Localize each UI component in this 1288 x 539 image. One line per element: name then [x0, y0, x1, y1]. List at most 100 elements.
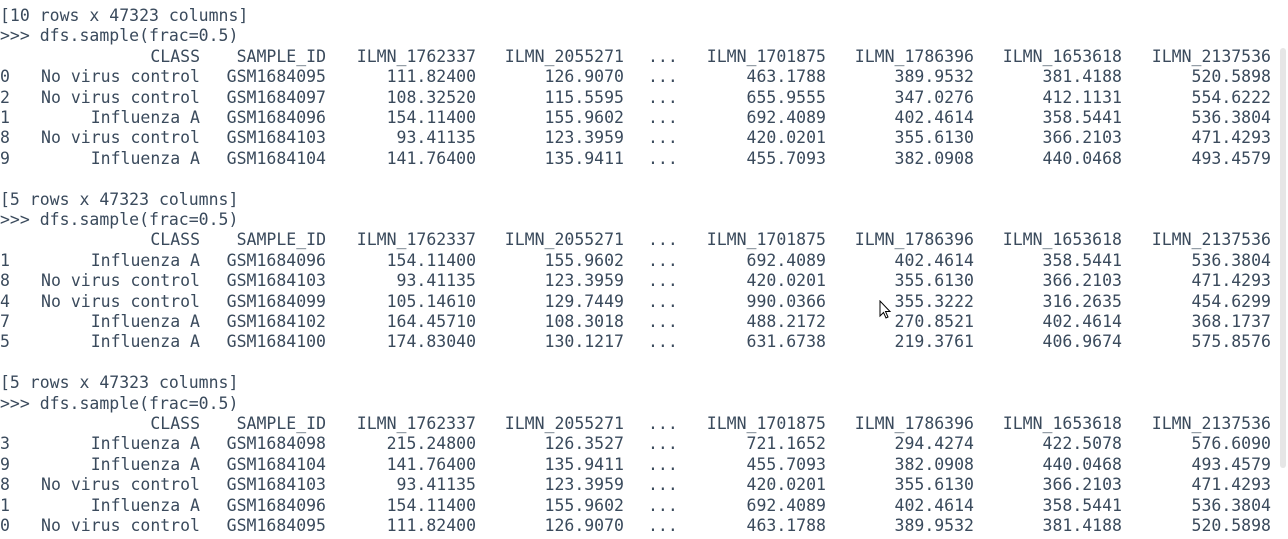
table-cell: 536.3804 — [1191, 250, 1271, 270]
table-cell: 382.0908 — [894, 454, 974, 474]
column-header: ILMN_1786396 — [854, 230, 974, 250]
summary-line: [10 rows x 47323 columns] — [0, 6, 249, 25]
table-cell: 93.41135 — [396, 475, 476, 495]
table-cell: 402.4614 — [894, 495, 974, 515]
table-row: 8 No virus control GSM1684103 93.41135 123.3… — [0, 271, 1288, 291]
table-cell: ... — [648, 291, 678, 311]
column-header: CLASS — [150, 46, 200, 66]
table-cell: 406.9674 — [1042, 332, 1122, 352]
column-header: ILMN_1701875 — [706, 46, 826, 66]
table-row: 9 Influenza A GSM1684104 141.76400 135.9411.… — [0, 149, 1288, 169]
table-cell: 174.83040 — [386, 332, 476, 352]
table-cell: 440.0468 — [1042, 454, 1122, 474]
table-cell: 389.9532 — [894, 67, 974, 87]
table-cell: 471.4293 — [1191, 475, 1271, 495]
table-cell: 358.5441 — [1042, 495, 1122, 515]
table-cell: 141.76400 — [386, 454, 476, 474]
table-cell: 105.14610 — [386, 291, 476, 311]
column-header: ILMN_1762337 — [356, 230, 476, 250]
table-cell: 440.0468 — [1042, 148, 1122, 168]
table-cell: 155.9602 — [544, 108, 624, 127]
column-header: ILMN_1653618 — [1002, 230, 1122, 250]
table-cell: 9 — [0, 454, 10, 474]
table-cell: ... — [648, 495, 678, 515]
table-cell: ... — [648, 67, 678, 87]
table-cell: GSM1684095 — [226, 67, 326, 87]
table-row: 0 No virus control GSM1684095 111.82400 126.… — [0, 516, 1288, 536]
column-header: ILMN_2137536 — [1151, 46, 1271, 66]
table-cell: 111.82400 — [386, 516, 476, 535]
table-cell: No virus control — [41, 67, 200, 87]
table-cell: ... — [648, 312, 678, 331]
mouse-pointer-icon — [879, 300, 892, 319]
table-cell: GSM1684095 — [226, 516, 326, 535]
table-cell: 455.7093 — [746, 454, 826, 474]
table-cell: GSM1684096 — [226, 495, 326, 515]
table-cell: 402.4614 — [1042, 312, 1122, 331]
table-cell: 493.4579 — [1191, 148, 1271, 168]
scrollbar[interactable] — [1276, 48, 1288, 468]
table-cell: ... — [648, 434, 678, 454]
column-header-row: CLASS SAMPLE_ID ILMN_1762337 ILMN_2055271..… — [0, 414, 1288, 434]
table-cell: GSM1684103 — [226, 475, 326, 495]
table-cell: 219.3761 — [894, 332, 974, 352]
table-cell: 575.8576 — [1191, 332, 1271, 352]
table-cell: GSM1684098 — [226, 434, 326, 454]
table-cell: GSM1684100 — [226, 332, 326, 352]
table-cell: 692.4089 — [746, 495, 826, 515]
table-cell: 154.11400 — [386, 250, 476, 270]
table-cell: 108.3018 — [544, 312, 624, 331]
table-cell: 381.4188 — [1042, 516, 1122, 535]
table-cell: 3 — [0, 434, 10, 454]
table-cell: ... — [648, 87, 678, 107]
table-cell: 270.8521 — [894, 312, 974, 331]
table-cell: 463.1788 — [746, 67, 826, 87]
table-cell: 389.9532 — [894, 516, 974, 535]
column-header: SAMPLE_ID — [236, 230, 326, 250]
table-cell: ... — [648, 148, 678, 168]
table-cell: 692.4089 — [746, 108, 826, 127]
table-cell: 412.1131 — [1042, 87, 1122, 107]
table-cell: ... — [648, 128, 678, 148]
table-cell: Influenza A — [90, 250, 200, 270]
table-row: 8 No virus control GSM1684103 93.41135 123.3… — [0, 128, 1288, 148]
table-cell: Influenza A — [90, 148, 200, 168]
table-cell: GSM1684096 — [226, 108, 326, 127]
table-row: 1 Influenza A GSM1684096 154.11400 155.9602.… — [0, 496, 1288, 516]
table-cell: 9 — [0, 148, 10, 168]
column-header-row: CLASS SAMPLE_ID ILMN_1762337 ILMN_2055271..… — [0, 230, 1288, 250]
scrollbar-thumb[interactable] — [1280, 48, 1286, 468]
table-cell: 455.7093 — [746, 148, 826, 168]
table-cell: 655.9555 — [746, 87, 826, 107]
column-header: ILMN_2055271 — [504, 230, 624, 250]
column-header: CLASS — [150, 230, 200, 250]
table-cell: 0 — [0, 516, 10, 535]
table-cell: 366.2103 — [1042, 475, 1122, 495]
column-header: ILMN_2055271 — [504, 414, 624, 433]
table-cell: GSM1684103 — [226, 128, 326, 148]
table-cell: 692.4089 — [746, 250, 826, 270]
table-cell: ... — [648, 475, 678, 495]
table-cell: 154.11400 — [386, 108, 476, 127]
table-cell: 471.4293 — [1191, 271, 1271, 291]
table-cell: No virus control — [41, 271, 200, 291]
table-cell: 488.2172 — [746, 312, 826, 331]
table-cell: 135.9411 — [544, 454, 624, 474]
table-cell: GSM1684099 — [226, 291, 326, 311]
table-cell: Influenza A — [90, 108, 200, 127]
table-cell: 366.2103 — [1042, 128, 1122, 148]
table-cell: Influenza A — [90, 332, 200, 352]
table-row: 5 Influenza A GSM1684100 174.83040 130.1217.… — [0, 332, 1288, 352]
table-cell: 520.5898 — [1191, 516, 1271, 535]
table-cell: 155.9602 — [544, 250, 624, 270]
table-row: 1 Influenza A GSM1684096 154.11400 155.9602.… — [0, 251, 1288, 271]
table-cell: 108.32520 — [386, 87, 476, 107]
column-header: ILMN_1762337 — [356, 414, 476, 433]
table-cell: 93.41135 — [396, 271, 476, 291]
table-cell: 294.4274 — [894, 434, 974, 454]
summary-line: [5 rows x 47323 columns] — [0, 189, 239, 209]
table-cell: ... — [648, 108, 678, 127]
table-cell: 123.3959 — [544, 271, 624, 291]
table-cell: 358.5441 — [1042, 250, 1122, 270]
